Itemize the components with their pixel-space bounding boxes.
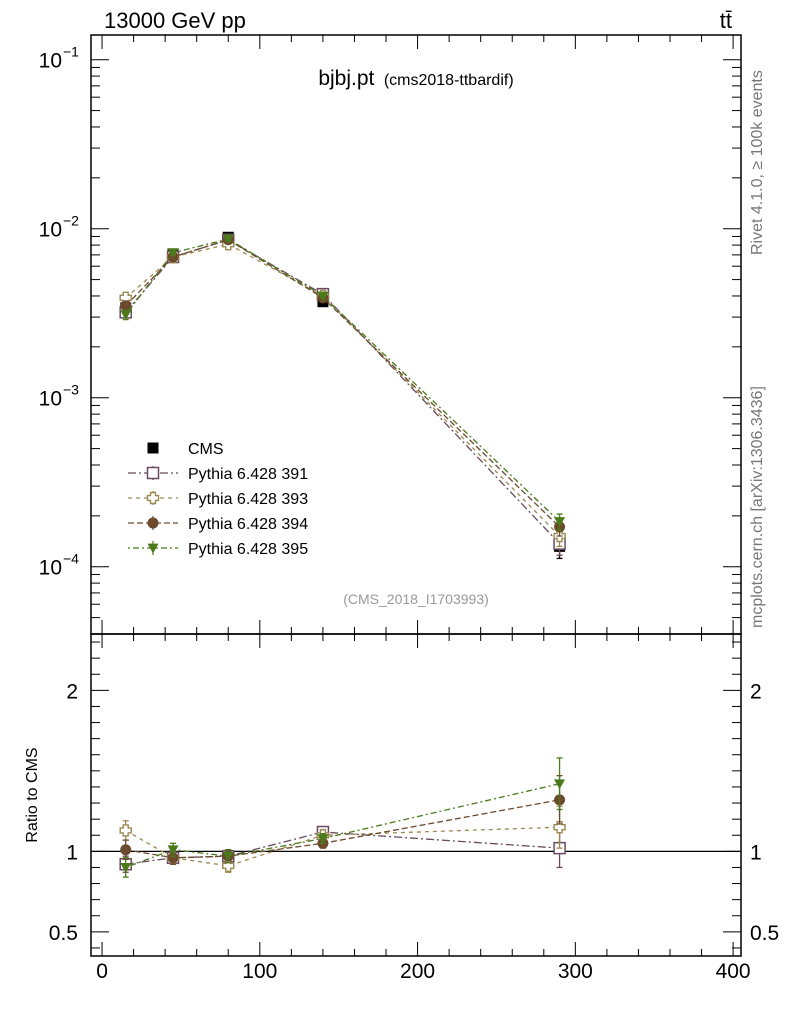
legend-label: Pythia 6.428 391 (188, 466, 308, 483)
data-point-p395 (222, 851, 234, 862)
x-tick-label: 400 (716, 960, 751, 983)
data-point-p395 (554, 779, 566, 790)
data-point-p393 (553, 821, 566, 834)
x-tick-label: 100 (242, 960, 277, 983)
data-point-p395 (120, 310, 132, 321)
legend-item-p393: Pythia 6.428 393 (128, 491, 308, 508)
ratio-ylabel: Ratio to CMS (24, 747, 41, 842)
legend-marker (147, 442, 159, 454)
series-line-p395 (125, 783, 560, 869)
legend-marker (146, 466, 160, 480)
plot-title-main: bjbj.pt (318, 67, 374, 90)
legend-item-p394: Pythia 6.428 394 (128, 516, 308, 533)
series-line-p391 (125, 831, 560, 865)
series-p393 (119, 237, 566, 548)
y-tick-label: 10 (39, 50, 62, 73)
legend-item-cms: CMS (147, 441, 224, 458)
legend-marker (147, 517, 159, 529)
mcplots-label: mcplots.cern.ch [arXiv:1306.3436] (749, 386, 766, 628)
series-p395 (120, 234, 566, 531)
legend-label: CMS (188, 441, 224, 458)
y-tick-label-exponent: −2 (63, 213, 79, 229)
y-tick-label: 10 (39, 219, 62, 242)
legend-label: Pythia 6.428 393 (188, 491, 308, 508)
analysis-id: (CMS_2018_I1703993) (343, 591, 489, 607)
y-tick-label: 2 (66, 680, 78, 703)
ratio-plot-frame (90, 633, 742, 957)
legend-marker (146, 491, 160, 505)
legend-label: Pythia 6.428 394 (188, 516, 308, 533)
y-tick-label-exponent: −3 (63, 382, 79, 398)
plot-title-sub: (cms2018-ttbardif) (384, 72, 514, 89)
legend-label: Pythia 6.428 395 (188, 541, 308, 558)
legend: CMS Pythia 6.428 391 Pythia 6.428 393 Pythi… (128, 441, 308, 558)
series-p394 (120, 234, 566, 537)
energy-label: 13000 GeV pp (104, 8, 246, 33)
series-p395 (120, 757, 566, 878)
data-point-p394 (120, 300, 132, 312)
legend-item-p391: Pythia 6.428 391 (128, 466, 308, 483)
main-axes: 10−110−210−310−4 (39, 35, 741, 635)
data-point-p395 (167, 845, 179, 856)
rivet-label: Rivet 4.1.0, ≥ 100k events (749, 70, 766, 255)
y-tick-label-right: 0.5 (750, 922, 779, 945)
data-point-p393 (222, 859, 235, 873)
plot-title: bjbj.pt (cms2018-ttbardif) (318, 67, 513, 90)
series-line-p394 (125, 239, 561, 528)
x-tick-label: 200 (400, 960, 435, 983)
y-tick-label-right: 2 (750, 680, 762, 703)
series-p391 (119, 825, 566, 873)
series-p391 (119, 233, 566, 556)
y-tick-label-exponent: −4 (63, 551, 79, 567)
y-tick-label: 10 (39, 557, 62, 580)
process-label: tt̄ (720, 8, 732, 33)
legend-marker (147, 543, 159, 554)
series-line-p393 (125, 243, 561, 537)
y-tick-label-right: 1 (750, 841, 762, 864)
series-line-p394 (125, 799, 560, 859)
data-point-p395 (222, 234, 234, 245)
y-tick-label-exponent: −1 (63, 44, 79, 60)
data-point-p395 (120, 863, 132, 873)
data-point-p394 (120, 844, 132, 856)
data-point-p395 (317, 291, 329, 302)
y-tick-label: 1 (66, 841, 78, 864)
data-point-p395 (317, 834, 329, 844)
x-tick-label: 0 (96, 960, 108, 983)
main-series (119, 231, 566, 560)
series-cms (120, 231, 566, 560)
ratio-series (119, 757, 566, 878)
data-point-p395 (167, 248, 179, 259)
ratio-axes: 0 100 200 300 400 0.5 0.5 1 1 2 2 (49, 634, 779, 983)
data-point-p393 (119, 824, 132, 837)
y-tick-label: 0.5 (49, 922, 78, 945)
y-tick-label: 10 (39, 388, 62, 411)
legend-item-p395: Pythia 6.428 395 (128, 541, 308, 558)
x-tick-label: 300 (558, 960, 593, 983)
data-point-p394 (167, 852, 179, 864)
series-line-p393 (125, 826, 560, 867)
data-point-p395 (554, 517, 566, 528)
